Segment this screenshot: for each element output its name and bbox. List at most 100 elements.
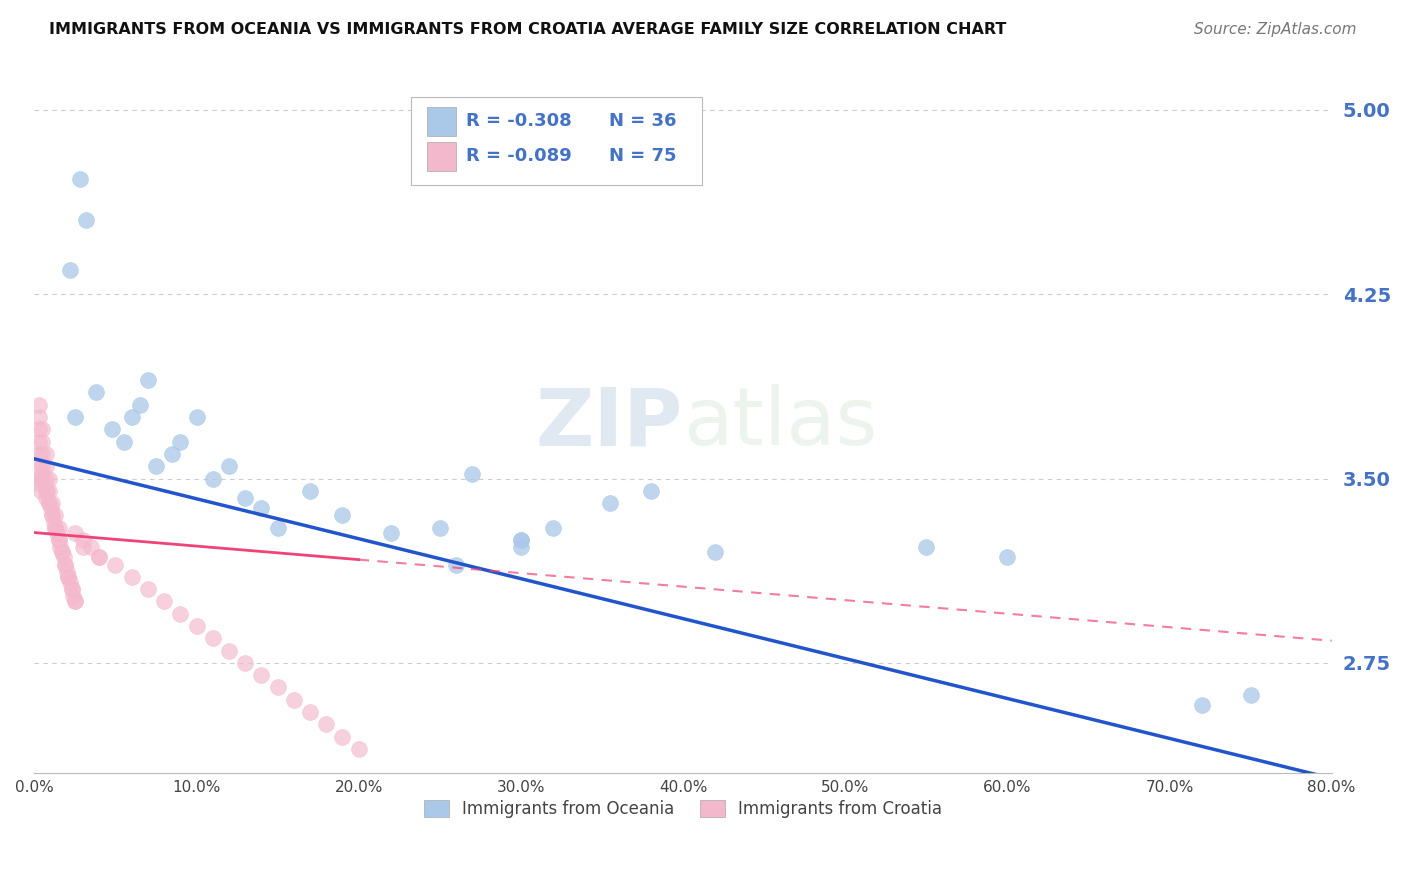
Point xyxy=(49,541,72,555)
Point xyxy=(28,434,51,449)
Text: IMMIGRANTS FROM OCEANIA VS IMMIGRANTS FROM CROATIA AVERAGE FAMILY SIZE CORRELATI: IMMIGRANTS FROM OCEANIA VS IMMIGRANTS FR… xyxy=(49,22,1007,37)
Text: R = -0.089: R = -0.089 xyxy=(467,147,572,165)
Point xyxy=(599,496,621,510)
Point xyxy=(250,668,273,682)
Point xyxy=(72,541,94,555)
Point xyxy=(640,483,662,498)
FancyBboxPatch shape xyxy=(411,97,703,185)
Point xyxy=(35,483,58,498)
Point xyxy=(44,521,66,535)
Point xyxy=(461,467,484,481)
Point xyxy=(509,533,531,547)
Point xyxy=(444,558,467,572)
Point xyxy=(62,590,84,604)
Point xyxy=(101,422,124,436)
Point xyxy=(84,385,107,400)
Point xyxy=(38,471,60,485)
Point xyxy=(509,533,531,547)
Point xyxy=(266,681,288,695)
Text: Source: ZipAtlas.com: Source: ZipAtlas.com xyxy=(1194,22,1357,37)
Point xyxy=(63,410,86,425)
Point xyxy=(315,717,337,731)
Point xyxy=(27,476,49,491)
Point xyxy=(63,594,86,608)
Point xyxy=(28,459,51,474)
Text: R = -0.308: R = -0.308 xyxy=(467,112,572,130)
Point xyxy=(299,483,322,498)
Point xyxy=(704,545,727,559)
Point xyxy=(69,171,91,186)
Point xyxy=(1239,688,1261,702)
Point xyxy=(32,476,55,491)
Point xyxy=(543,521,565,535)
Point xyxy=(121,410,143,425)
Point xyxy=(30,483,52,498)
Point xyxy=(160,447,183,461)
Point xyxy=(31,471,53,485)
Point xyxy=(169,607,191,621)
Point xyxy=(35,447,58,461)
Point xyxy=(28,398,51,412)
Point xyxy=(31,422,53,436)
Point xyxy=(58,570,80,584)
Point xyxy=(41,508,63,523)
Point xyxy=(53,558,76,572)
Point xyxy=(51,545,73,559)
Point xyxy=(186,410,208,425)
Point xyxy=(35,491,58,505)
Point xyxy=(58,570,80,584)
Point xyxy=(233,491,256,505)
Point xyxy=(38,483,60,498)
Point xyxy=(35,459,58,474)
Point xyxy=(380,525,402,540)
Point xyxy=(266,521,288,535)
Point xyxy=(56,565,79,579)
Point xyxy=(46,525,69,540)
Point xyxy=(44,508,66,523)
Point xyxy=(153,594,176,608)
Point xyxy=(44,521,66,535)
Point xyxy=(28,410,51,425)
Text: ZIP: ZIP xyxy=(536,384,683,462)
Point xyxy=(59,574,82,589)
Point xyxy=(28,471,51,485)
Point xyxy=(60,582,83,596)
Point xyxy=(136,582,159,596)
Legend: Immigrants from Oceania, Immigrants from Croatia: Immigrants from Oceania, Immigrants from… xyxy=(418,793,949,824)
Point xyxy=(75,213,97,227)
Point xyxy=(201,632,224,646)
Point xyxy=(218,459,240,474)
Point xyxy=(37,483,59,498)
Point xyxy=(53,558,76,572)
Point xyxy=(218,643,240,657)
FancyBboxPatch shape xyxy=(427,142,456,171)
Point xyxy=(35,471,58,485)
Point xyxy=(28,447,51,461)
Point xyxy=(48,521,70,535)
Text: atlas: atlas xyxy=(683,384,877,462)
Point xyxy=(51,545,73,559)
Point xyxy=(233,656,256,670)
Point xyxy=(63,525,86,540)
Point xyxy=(28,422,51,436)
Point xyxy=(89,550,111,565)
Point xyxy=(31,467,53,481)
Text: N = 75: N = 75 xyxy=(609,147,676,165)
Point xyxy=(42,516,65,530)
Point xyxy=(915,541,938,555)
Point xyxy=(41,496,63,510)
Point xyxy=(186,619,208,633)
Point xyxy=(80,541,103,555)
Point xyxy=(31,447,53,461)
Point xyxy=(39,501,62,516)
Point xyxy=(31,434,53,449)
Point xyxy=(136,373,159,387)
Point xyxy=(41,508,63,523)
Point xyxy=(104,558,127,572)
Point xyxy=(63,594,86,608)
Point xyxy=(48,533,70,547)
Point xyxy=(299,705,322,719)
Point xyxy=(145,459,167,474)
Point xyxy=(38,496,60,510)
Point xyxy=(89,550,111,565)
